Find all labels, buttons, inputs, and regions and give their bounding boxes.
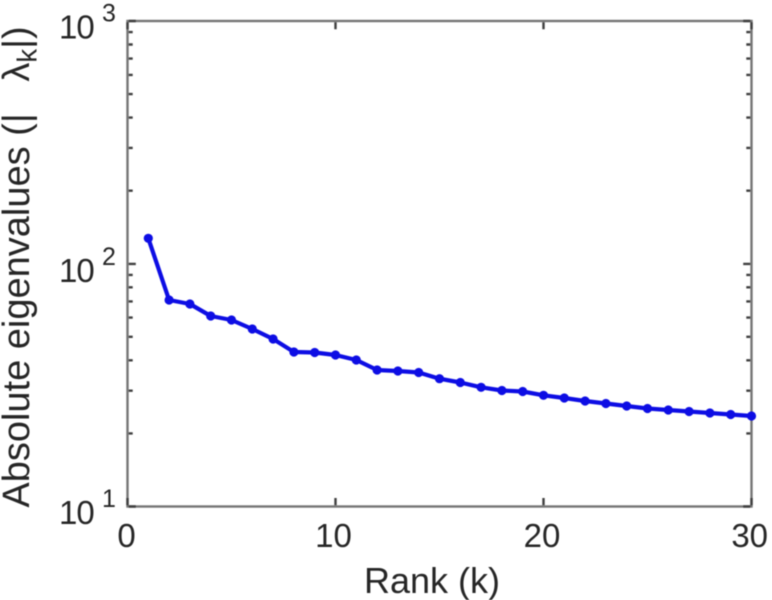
svg-text:Absolute eigenvalues (| λk|): Absolute eigenvalues (| λk|) [0,26,43,507]
svg-text:1: 1 [102,485,116,513]
svg-text:2: 2 [102,243,116,271]
svg-text:10: 10 [315,517,352,554]
svg-text:20: 20 [524,517,561,554]
svg-text:10: 10 [59,9,94,46]
svg-text:3: 3 [102,0,116,28]
svg-text:Rank (k): Rank (k) [364,560,500,600]
svg-text:30: 30 [731,517,768,554]
svg-text:10: 10 [59,252,94,289]
svg-text:0: 0 [117,517,135,554]
svg-text:10: 10 [59,494,94,531]
